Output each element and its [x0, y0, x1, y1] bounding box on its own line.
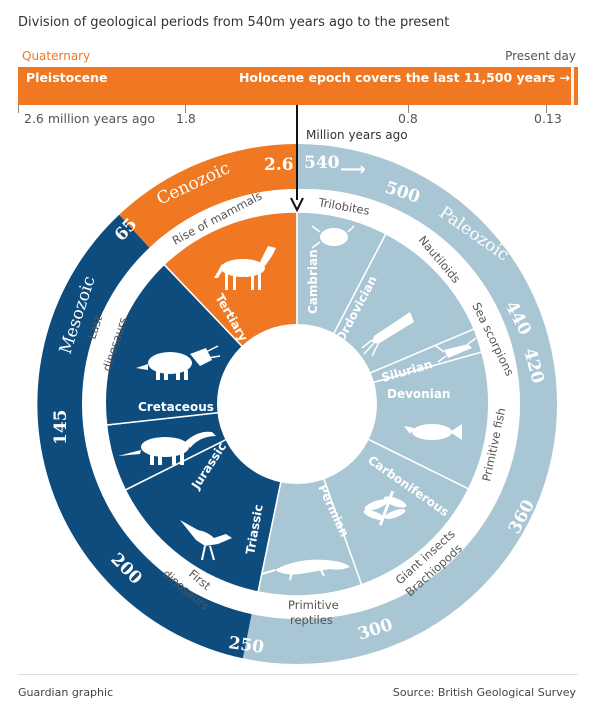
- pleistocene-label: Pleistocene: [26, 70, 108, 85]
- period-label-devonian: Devonian: [387, 387, 450, 401]
- tick-mark: [18, 105, 19, 113]
- holocene-marker: [571, 67, 574, 105]
- tick-mark: [185, 105, 186, 113]
- tick-mark: [408, 105, 409, 113]
- period-label-cretaceous: Cretaceous: [138, 400, 214, 414]
- tick-label-1.8: 1.8: [176, 111, 196, 126]
- note-primitive: Primitive: [288, 598, 339, 612]
- reptile-icon: [261, 559, 350, 581]
- era-sector-cenozoic: [119, 144, 297, 249]
- tick-label-0.8: 0.8: [398, 111, 418, 126]
- quaternary-bar: Pleistocene Holocene epoch covers the la…: [18, 67, 578, 105]
- ring-number-145: 145: [51, 410, 71, 446]
- theropod-dinosaur-icon: [180, 520, 232, 561]
- note-reptiles: reptiles: [290, 613, 333, 627]
- quaternary-timeline: Quaternary Present day Pleistocene Holoc…: [0, 0, 596, 150]
- tick-label-2.6: 2.6 million years ago: [24, 111, 156, 126]
- center-hole: [217, 324, 377, 484]
- connector-arrowhead: [290, 197, 304, 213]
- triceratops-icon: [136, 345, 221, 380]
- ring-arrow-icon: ⟶: [340, 159, 366, 180]
- quaternary-label: Quaternary: [22, 49, 91, 63]
- tick-label-0.13: 0.13: [534, 111, 562, 126]
- sea-scorpion-icon: [435, 337, 477, 363]
- footer-source: Source: British Geological Survey: [392, 686, 576, 699]
- nautiloid-icon: [361, 312, 414, 357]
- tick-mark: [546, 105, 547, 113]
- chart-title: Division of geological periods from 540m…: [18, 15, 450, 30]
- trilobite-icon: [311, 225, 355, 249]
- million-years-ago-label: Million years ago: [306, 128, 408, 142]
- era-sector-mesozoic: [37, 214, 252, 659]
- holocene-label: Holocene epoch covers the last 11,500 ye…: [238, 70, 570, 85]
- horse-icon: [214, 246, 276, 290]
- fish-icon: [404, 424, 462, 440]
- present-day-label: Present day: [505, 49, 576, 63]
- sauropod-dinosaur-icon: [118, 431, 216, 465]
- ring-number-540: 540: [304, 153, 340, 173]
- dragonfly-icon: [363, 490, 407, 526]
- footer-credit: Guardian graphic: [18, 686, 114, 699]
- period-label-cambrian: Cambrian: [306, 249, 320, 314]
- period-sector-devonian: [294, 351, 490, 491]
- footer-divider: [18, 674, 578, 675]
- period-sector-permian: [257, 401, 363, 597]
- ring-number-250: 250: [227, 633, 265, 658]
- era-sector-paleozoic: [242, 144, 558, 664]
- ring-number-2.6: 2.6: [264, 155, 294, 175]
